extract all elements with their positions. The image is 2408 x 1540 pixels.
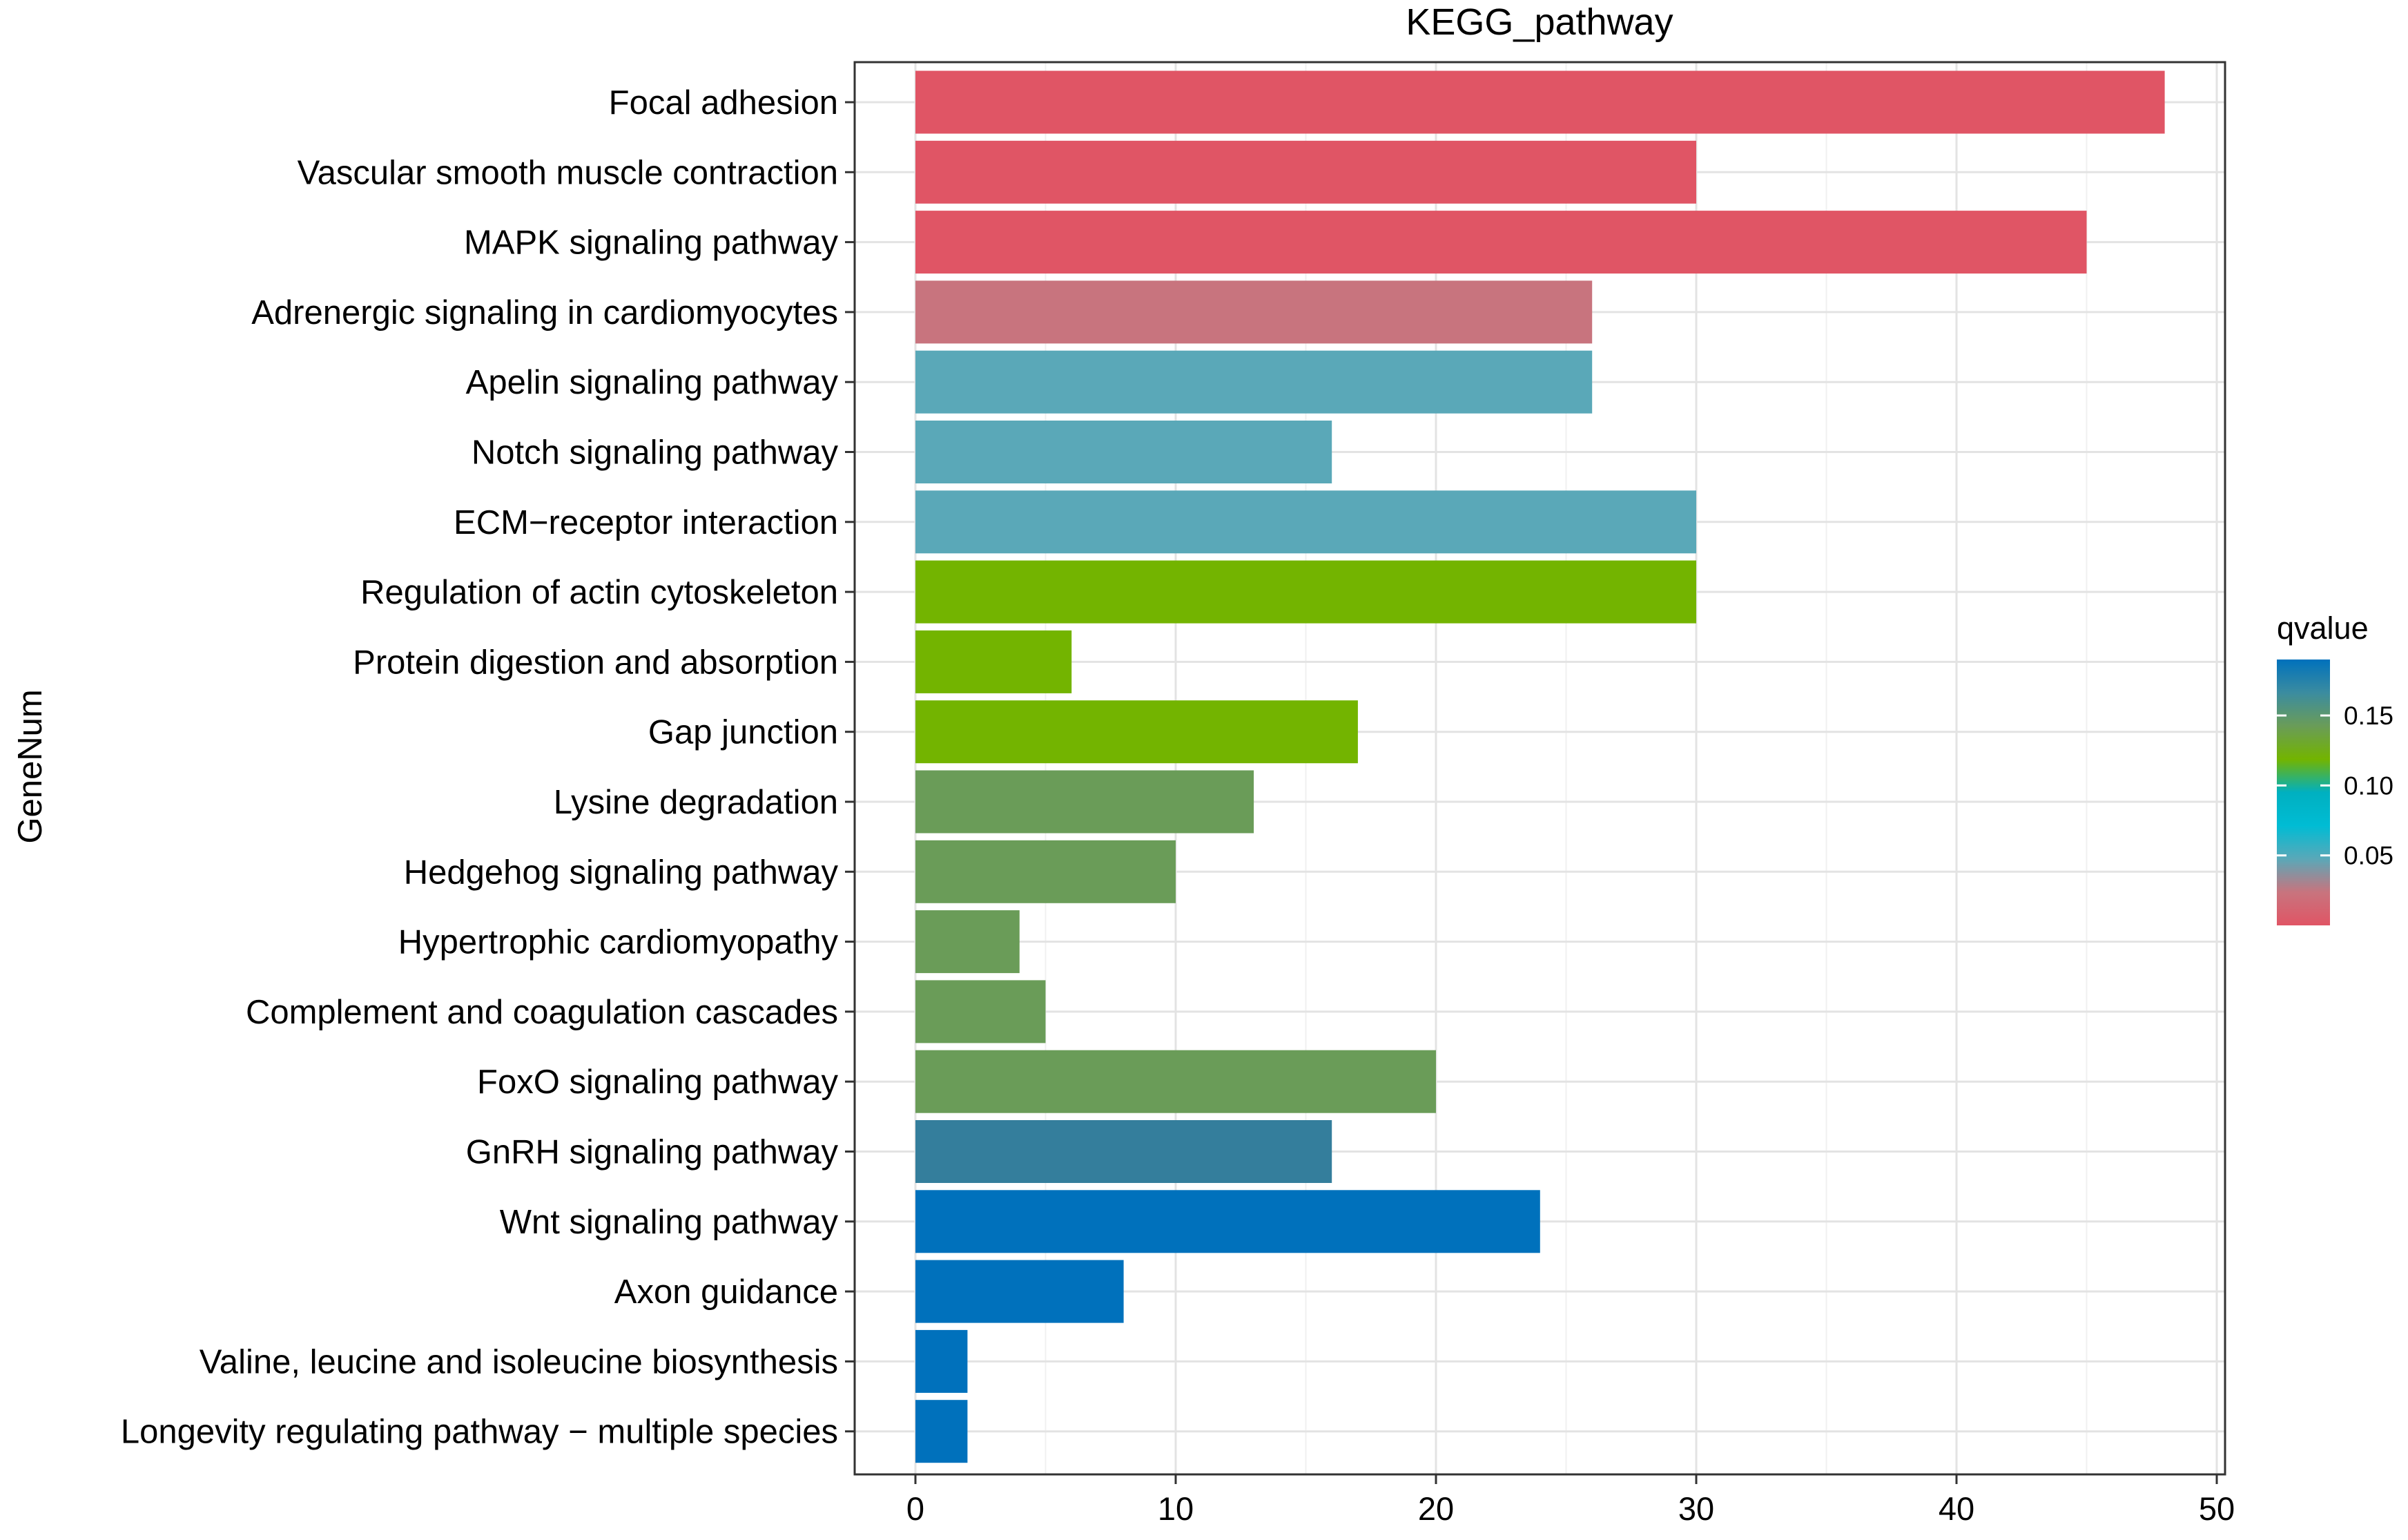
category-label: Valine, leucine and isoleucine biosynthe… — [200, 1343, 838, 1380]
y-axis-categories: Focal adhesion Vascular smooth muscle con… — [121, 84, 855, 1451]
category-label: ECM−receptor interaction — [454, 504, 838, 541]
category-label: Gap junction — [648, 714, 838, 751]
bar — [915, 1329, 968, 1393]
category-label: Focal adhesion — [609, 84, 838, 122]
category-label: Adrenergic signaling in cardiomyocytes — [251, 294, 838, 331]
category-label: MAPK signaling pathway — [464, 224, 839, 262]
legend-colorbar — [2277, 660, 2330, 925]
bar — [915, 1400, 968, 1463]
bars-group — [915, 70, 2165, 1463]
category-label: Regulation of actin cytoskeleton — [360, 574, 838, 611]
category-label: Complement and coagulation cascades — [246, 994, 838, 1031]
category-label: Vascular smooth muscle contraction — [298, 154, 838, 191]
bar — [915, 1050, 1436, 1113]
bar — [915, 421, 1332, 483]
category-label: Apelin signaling pathway — [466, 364, 839, 401]
category-label: Hypertrophic cardiomyopathy — [398, 924, 839, 961]
legend-title: qvalue — [2277, 610, 2369, 646]
plot-border — [853, 61, 2226, 1476]
bar — [915, 630, 1072, 693]
legend-tick-label: 0.15 — [2344, 702, 2394, 730]
category-label: Notch signaling pathway — [472, 434, 839, 472]
x-axis-ticks: 0 10 20 30 40 50 — [906, 1474, 2235, 1527]
bar — [915, 1190, 1540, 1253]
legend: qvalue 0.15 0.10 0.05 — [2277, 610, 2394, 925]
bar — [915, 350, 1593, 414]
bar — [915, 490, 1696, 554]
x-tick-label: 50 — [2199, 1490, 2235, 1527]
bar — [915, 840, 1176, 903]
bar — [915, 910, 1020, 974]
x-tick-label: 10 — [1158, 1490, 1194, 1527]
legend-tick-label: 0.05 — [2344, 842, 2394, 870]
category-label: GnRH signaling pathway — [466, 1134, 839, 1171]
y-axis-label: GeneNum — [12, 689, 49, 843]
x-tick-label: 20 — [1418, 1490, 1454, 1527]
category-label: Lysine degradation — [554, 784, 838, 821]
bar — [915, 211, 2087, 274]
category-label: Wnt signaling pathway — [500, 1204, 839, 1241]
bar — [915, 1120, 1332, 1183]
x-tick-label: 40 — [1939, 1490, 1974, 1527]
bar — [915, 1260, 1124, 1323]
x-tick-label: 30 — [1678, 1490, 1714, 1527]
category-label: Protein digestion and absorption — [353, 644, 838, 681]
bar — [915, 560, 1696, 624]
category-label: Longevity regulating pathway − multiple … — [121, 1414, 838, 1451]
category-label: FoxO signaling pathway — [477, 1063, 838, 1101]
x-tick-label: 0 — [906, 1490, 924, 1527]
legend-ticks: 0.15 0.10 0.05 — [2277, 702, 2394, 870]
bar — [915, 280, 1593, 344]
legend-tick-label: 0.10 — [2344, 771, 2394, 800]
bar — [915, 700, 1358, 764]
bar — [915, 770, 1254, 834]
category-label: Hedgehog signaling pathway — [404, 854, 839, 891]
bar — [915, 70, 2165, 134]
bar — [915, 980, 1046, 1043]
chart-title: KEGG_pathway — [1406, 1, 1673, 43]
category-label: Axon guidance — [614, 1273, 838, 1311]
bar — [915, 140, 1696, 204]
